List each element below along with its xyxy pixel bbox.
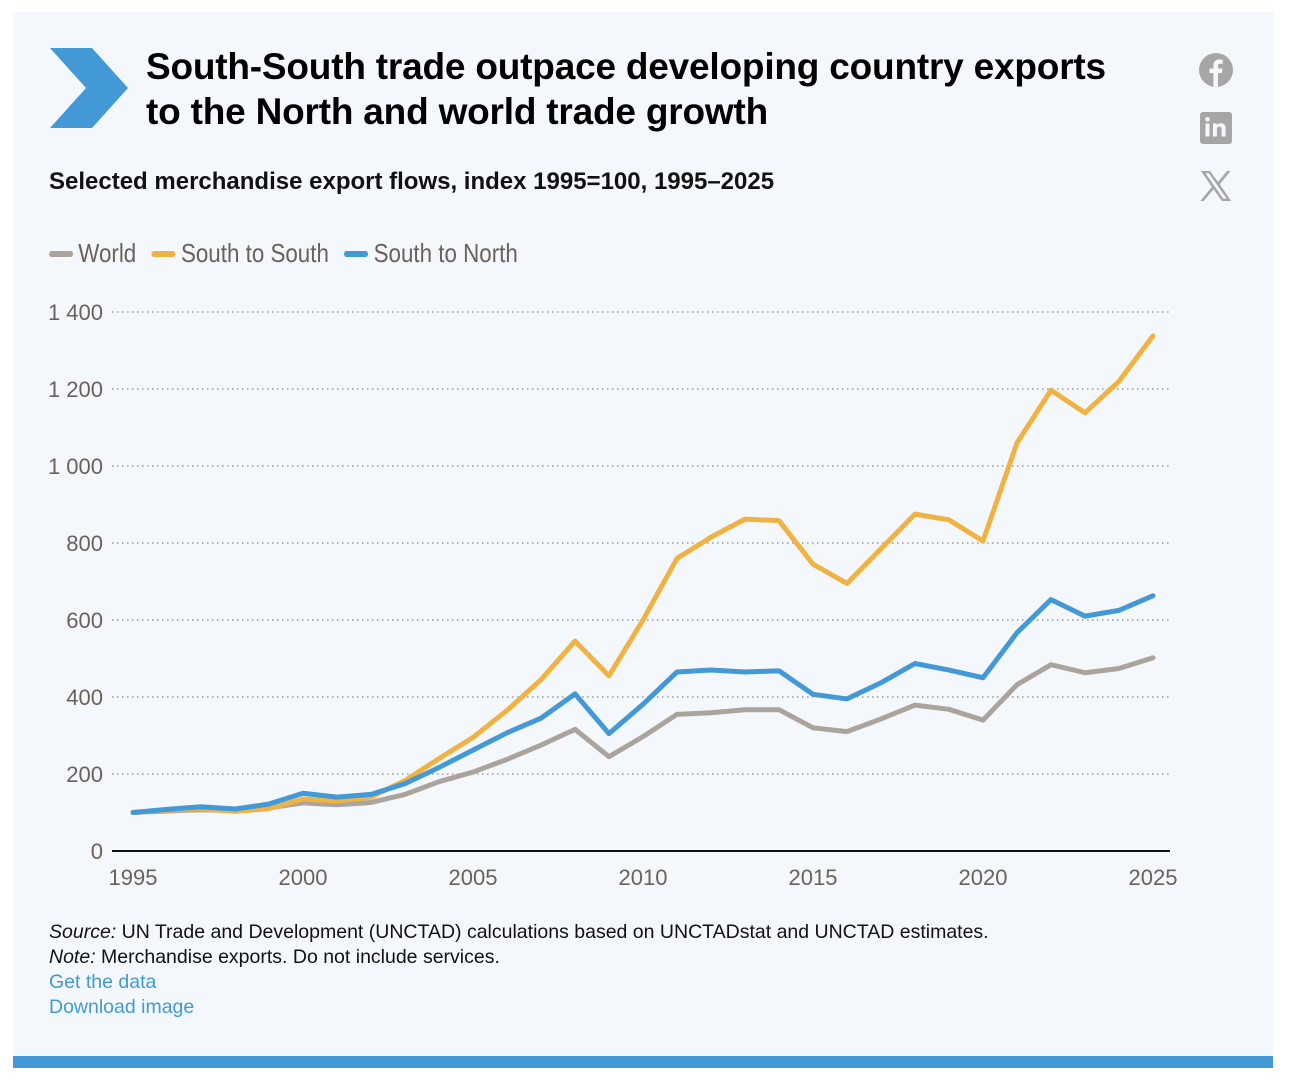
chevron-right-icon [50, 48, 128, 128]
y-tick-label: 400 [66, 685, 103, 710]
x-axis-ticks: 1995 2000 2005 2010 2015 2020 2025 [109, 865, 1178, 890]
legend-item-world[interactable]: World [49, 238, 136, 269]
chart-card [13, 12, 1273, 1056]
facebook-share-button[interactable] [1197, 51, 1235, 89]
y-tick-label: 1 000 [48, 454, 103, 479]
series-line-world[interactable] [130, 655, 1156, 815]
bottom-accent-bar [13, 1056, 1273, 1068]
source-note: Source: UN Trade and Development (UNCTAD… [49, 920, 989, 945]
legend-item-south-to-north[interactable]: South to North [344, 238, 518, 269]
legend-swatch-south-to-south [151, 250, 176, 257]
legend-item-south-to-south[interactable]: South to South [151, 238, 329, 269]
y-tick-label: 800 [66, 531, 103, 556]
x-tick-label: 2010 [619, 865, 668, 890]
legend-label-world: World [78, 238, 137, 268]
series-line-south-to-north[interactable] [130, 593, 1156, 815]
y-tick-label: 0 [91, 839, 103, 864]
x-icon [1200, 171, 1231, 201]
series-lines [130, 333, 1156, 815]
get-the-data-link[interactable]: Get the data [49, 971, 157, 993]
series-line-south-to-south[interactable] [130, 333, 1156, 815]
x-tick-label: 2020 [959, 865, 1008, 890]
download-image-link[interactable]: Download image [49, 996, 195, 1018]
linkedin-share-button[interactable] [1197, 109, 1235, 147]
y-tick-label: 200 [66, 762, 103, 787]
legend-label-south-to-south: South to South [180, 238, 329, 268]
facebook-icon [1199, 53, 1233, 87]
x-tick-label: 2000 [279, 865, 328, 890]
grid-lines [112, 311, 1170, 775]
note-text: Merchandise exports. Do not include serv… [95, 946, 500, 968]
legend-swatch-south-to-north [344, 250, 369, 257]
y-tick-label: 1 200 [48, 377, 103, 402]
note-label: Note: [49, 946, 96, 968]
legend-label-south-to-north: South to North [373, 238, 518, 268]
chart-legend: World South to South South to North [49, 238, 533, 269]
note: Note: Merchandise exports. Do not includ… [49, 945, 989, 970]
x-tick-label: 2005 [449, 865, 498, 890]
y-tick-label: 600 [66, 608, 103, 633]
y-axis-ticks: 0 200 400 600 800 1 000 1 200 1 400 [48, 300, 103, 864]
x-tick-label: 1995 [109, 865, 158, 890]
source-label: Source: [49, 921, 117, 943]
source-text: UN Trade and Development (UNCTAD) calcul… [116, 921, 989, 943]
x-tick-label: 2025 [1129, 865, 1178, 890]
chart-title: South-South trade outpace developing cou… [146, 46, 1106, 132]
chart-footer: Source: UN Trade and Development (UNCTAD… [49, 920, 989, 1020]
legend-swatch-world [49, 250, 74, 257]
x-share-button[interactable] [1197, 167, 1235, 205]
linkedin-icon [1200, 112, 1232, 144]
chart-subtitle: Selected merchandise export flows, index… [49, 168, 775, 195]
x-tick-label: 2015 [789, 865, 838, 890]
y-tick-label: 1 400 [48, 300, 103, 325]
